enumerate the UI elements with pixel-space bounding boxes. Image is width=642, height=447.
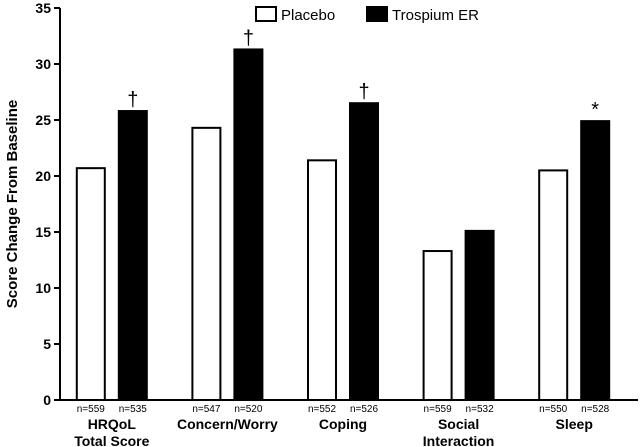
bar-trospium-er [580,120,611,402]
y-tick-label: 10 [35,280,51,296]
n-label: n=547 [192,404,221,415]
significance-marker: † [127,89,138,111]
y-tick-label: 5 [43,336,51,352]
y-tick-label: 30 [35,56,51,72]
significance-marker: † [358,81,369,103]
bar-placebo [191,126,222,401]
n-label: n=559 [424,404,453,415]
bar-placebo [422,250,453,401]
n-label: n=528 [581,404,610,415]
y-axis: 0 5 10 15 20 25 30 35 [35,0,60,408]
legend-swatch-trospium-er [366,6,388,22]
bar-trospium-er [117,110,148,401]
significance-marker: * [591,99,599,121]
significance-marker: † [243,27,254,49]
bar-trospium-er [464,229,495,401]
category-label: Total Score [74,433,149,447]
y-tick-label: 25 [35,112,51,128]
category-label: Sleep [556,416,593,432]
category-label: Concern/Worry [177,416,278,432]
legend-label: Trospium ER [392,7,479,24]
bar-placebo [538,169,569,401]
category-label: Social [438,416,479,432]
category-label: Interaction [423,433,495,447]
bar-trospium-er [233,48,264,401]
bars: † † † * [75,27,611,402]
n-label: n=520 [234,404,263,415]
n-label: n=559 [77,404,106,415]
bar-placebo [307,159,337,401]
n-label: n=532 [466,404,495,415]
y-tick-label: 15 [35,224,51,240]
y-axis-label: Score Change From Baseline [4,100,21,308]
y-tick-label: 20 [35,168,51,184]
n-label: n=535 [119,404,148,415]
n-label: n=526 [350,404,379,415]
n-label: n=550 [539,404,568,415]
n-label: n=552 [308,404,337,415]
y-tick-label: 0 [43,392,51,408]
legend-label: Placebo [281,7,335,24]
bar-placebo [75,167,106,401]
legend-swatch-placebo [255,6,277,22]
y-tick-label: 35 [35,0,51,16]
legend: Placebo Trospium ER [255,6,479,24]
category-label: Coping [319,416,367,432]
bar-trospium-er [349,102,379,401]
category-label: HRQoL [88,416,137,432]
